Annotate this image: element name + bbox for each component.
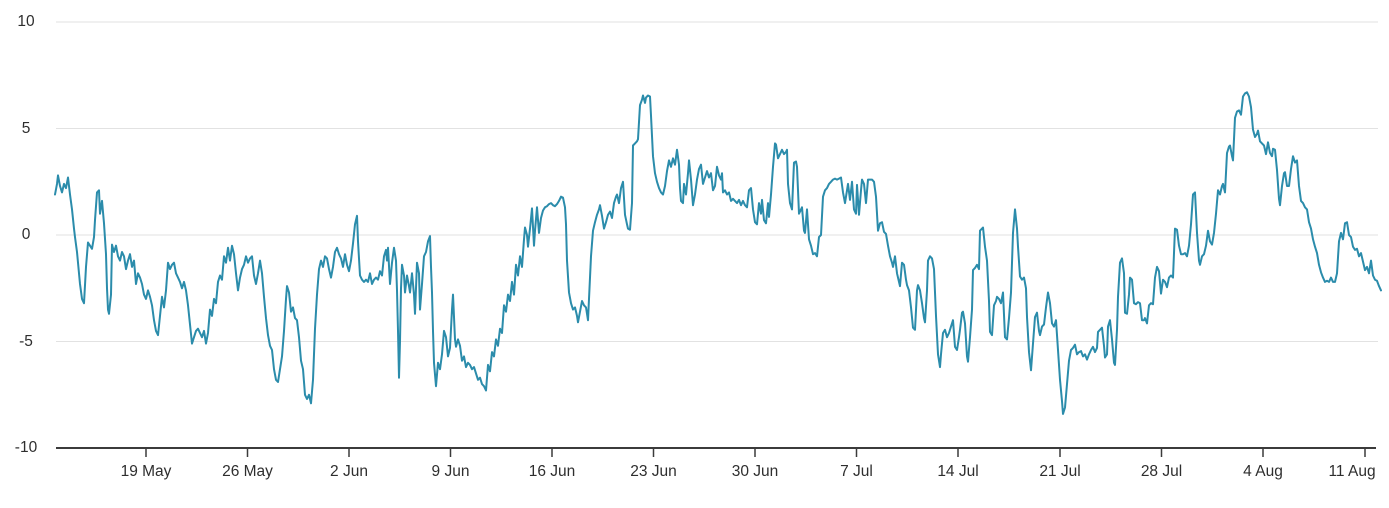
x-tick-label: 2 Jun	[330, 463, 368, 480]
x-tick-label: 23 Jun	[630, 463, 677, 480]
x-tick-label: 4 Aug	[1243, 463, 1283, 480]
y-tick-label: 0	[21, 226, 31, 243]
x-tick-label: 21 Jul	[1039, 463, 1081, 480]
y-tick-label: 10	[17, 13, 35, 30]
x-tick-label: 30 Jun	[731, 463, 779, 480]
x-tick-label: 14 Jul	[937, 463, 979, 480]
data-line-series-1	[54, 91, 1382, 415]
x-tick-label: 26 May	[222, 463, 273, 480]
x-tick-label: 16 Jun	[528, 463, 576, 480]
x-tick-label: 19 May	[120, 463, 172, 480]
x-tick-label: 11 Aug	[1328, 463, 1376, 480]
y-tick-label: -5	[19, 332, 33, 350]
x-tick-label: 28 Jul	[1140, 463, 1183, 480]
x-tick-label: 7 Jul	[840, 463, 873, 480]
y-tick-label: -10	[14, 439, 38, 456]
x-tick-label: 9 Jun	[431, 463, 470, 480]
y-tick-label: 5	[21, 119, 31, 137]
